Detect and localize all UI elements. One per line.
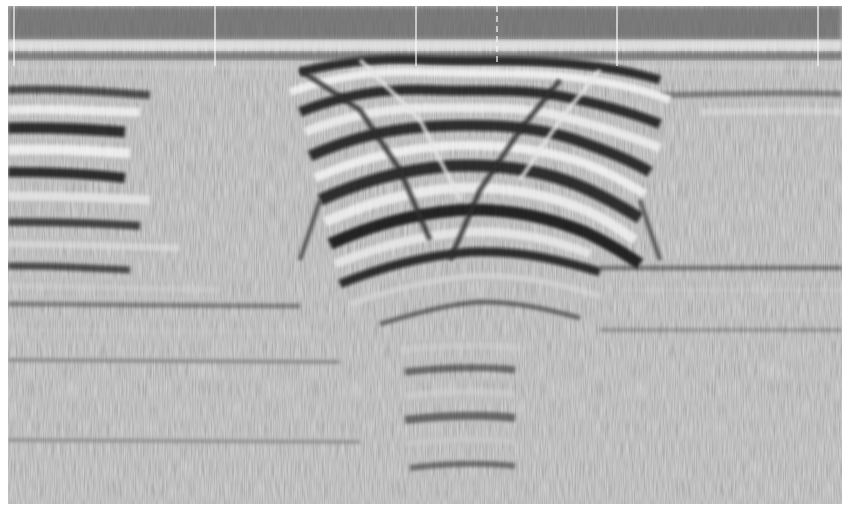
distance-markers — [13, 6, 819, 66]
radargram-panel — [8, 6, 842, 504]
